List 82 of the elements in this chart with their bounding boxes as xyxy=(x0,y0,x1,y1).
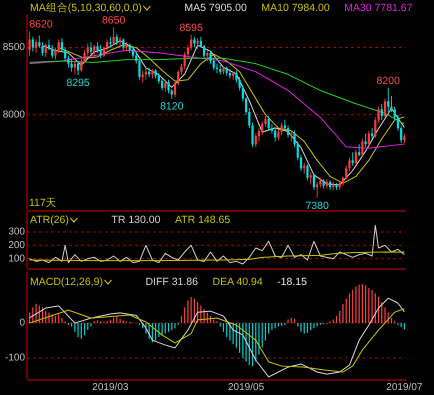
candlestick xyxy=(326,178,328,189)
candlestick xyxy=(358,144,360,157)
y-tick-label: -100 xyxy=(4,352,26,364)
annotation: 117天 xyxy=(29,197,57,209)
candlestick xyxy=(76,60,80,76)
candlestick xyxy=(319,177,322,188)
line-series xyxy=(29,58,405,125)
candlestick xyxy=(74,60,76,75)
y-tick-label: 100 xyxy=(8,253,26,264)
candlestick xyxy=(32,36,34,52)
candlestick xyxy=(352,152,354,166)
candlestick xyxy=(387,87,390,112)
y-tick-label: 8000 xyxy=(2,109,26,120)
candlestick xyxy=(116,34,118,46)
candlestick xyxy=(228,68,232,79)
candlestick xyxy=(93,44,96,58)
candlestick xyxy=(122,38,124,51)
candlestick xyxy=(34,39,38,54)
line-series xyxy=(29,298,405,378)
candlestick xyxy=(368,130,370,146)
annotation: 8595 xyxy=(179,22,203,34)
x-tick-label: 2019/05 xyxy=(228,382,265,393)
candlestick xyxy=(403,133,406,144)
candlestick xyxy=(303,162,306,174)
candlestick xyxy=(151,68,154,79)
candlestick xyxy=(216,63,218,74)
candlestick xyxy=(193,36,196,48)
candlestick xyxy=(164,79,166,92)
x-tick-label: 2019/07 xyxy=(386,382,423,393)
candlestick xyxy=(148,67,150,78)
text: DIFF 31.86 xyxy=(145,276,198,288)
candlestick xyxy=(264,116,267,128)
line-series xyxy=(29,252,405,262)
candlestick xyxy=(268,116,270,132)
candlestick xyxy=(142,70,144,83)
line-series xyxy=(29,308,405,373)
text: ATR 148.65 xyxy=(174,214,230,226)
candlestick xyxy=(167,79,170,94)
candlestick xyxy=(132,47,134,59)
line-series xyxy=(29,50,405,149)
text: MA10 7984.00 xyxy=(261,2,330,14)
annotation: 8295 xyxy=(66,77,90,90)
line-series xyxy=(29,224,405,264)
x-tick-label: 2019/03 xyxy=(92,382,129,393)
candlestick xyxy=(306,164,309,181)
candlestick xyxy=(380,103,383,121)
candlestick xyxy=(310,172,312,185)
candlestick xyxy=(322,178,325,189)
candlestick xyxy=(316,181,318,198)
candlestick xyxy=(219,64,222,75)
candlestick xyxy=(144,68,148,80)
candlestick xyxy=(290,130,292,142)
candlestick xyxy=(312,173,316,190)
annotation: 7380 xyxy=(305,200,329,212)
annotation: 8650 xyxy=(102,14,126,26)
candlestick xyxy=(138,59,141,80)
candlestick xyxy=(70,58,73,72)
annotation: 8620 xyxy=(29,18,53,30)
candlestick xyxy=(154,68,157,79)
y-tick-label: 200 xyxy=(8,240,26,251)
legend-title: MA组合(5,10,30,60,0,0) xyxy=(30,0,142,14)
candlestick xyxy=(44,43,47,58)
candlestick xyxy=(226,66,228,76)
text: TR 130.00 xyxy=(111,214,161,226)
text: DEA 40.94 xyxy=(212,276,263,288)
annotation: 8200 xyxy=(376,74,400,87)
legend-title: MACD(12,26,9) xyxy=(30,276,103,288)
candlestick xyxy=(361,138,364,157)
y-tick-label: 8500 xyxy=(2,42,26,54)
candlestick xyxy=(209,51,212,64)
annotation: -18.15 xyxy=(277,276,308,288)
annotation: 8120 xyxy=(160,100,184,113)
candlestick xyxy=(206,50,208,62)
candlestick xyxy=(274,128,276,142)
candlestick xyxy=(100,44,102,59)
text: MA30 7781.67 xyxy=(344,2,413,14)
candlestick xyxy=(109,36,112,48)
text: MA5 7905.00 xyxy=(184,2,248,14)
candlestick xyxy=(90,42,92,55)
legend-title: ATR(26) xyxy=(30,214,69,226)
y-tick-label: 0 xyxy=(19,318,26,329)
y-tick-label: 300 xyxy=(8,226,26,238)
